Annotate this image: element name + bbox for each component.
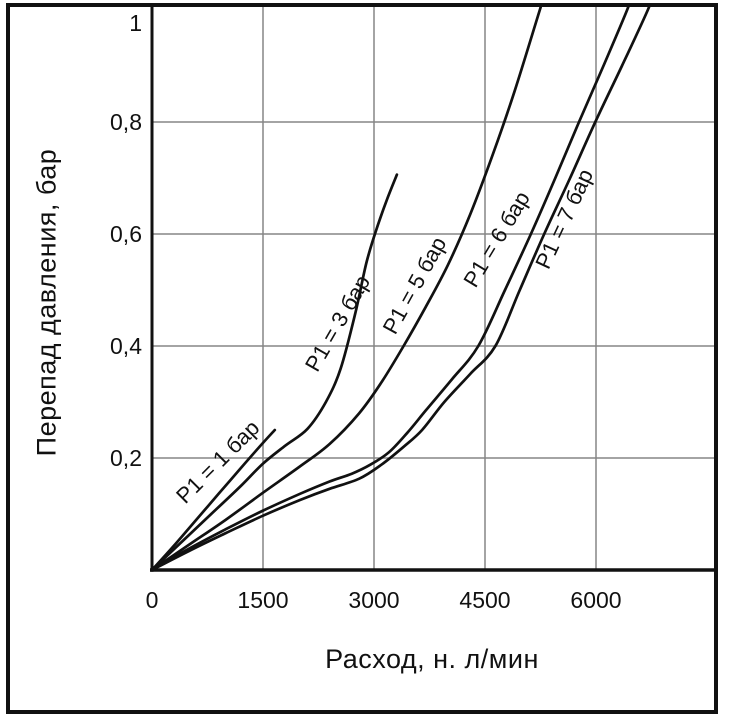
series-label: P1 = 5 бар bbox=[378, 233, 452, 339]
x-tick-label: 3000 bbox=[348, 587, 399, 613]
series-curve bbox=[153, 5, 652, 570]
x-tick-label: 6000 bbox=[570, 587, 621, 613]
x-tick-label: 4500 bbox=[459, 587, 510, 613]
series-curve bbox=[153, 428, 277, 570]
y-tick-label: 0,6 bbox=[110, 221, 142, 247]
series-curve bbox=[153, 5, 543, 570]
series-group bbox=[153, 5, 652, 570]
y-tick-label: 0,2 bbox=[110, 445, 142, 471]
series-curve bbox=[153, 173, 399, 570]
x-tick-label: 0 bbox=[146, 587, 159, 613]
y-tick-label: 0,4 bbox=[110, 333, 142, 359]
series-label: P1 = 7 бар bbox=[530, 165, 598, 272]
x-axis-title: Расход, н. л/мин bbox=[325, 644, 539, 674]
series-label: P1 = 3 бар bbox=[300, 271, 375, 376]
series-label: P1 = 6 бар bbox=[458, 187, 534, 292]
x-tick-label: 1500 bbox=[237, 587, 288, 613]
y-axis-title: Перепад давления, бар bbox=[31, 148, 62, 457]
y-tick-label: 1 bbox=[129, 10, 142, 36]
y-tick-label: 0,8 bbox=[110, 109, 142, 135]
series-curve bbox=[153, 5, 631, 570]
